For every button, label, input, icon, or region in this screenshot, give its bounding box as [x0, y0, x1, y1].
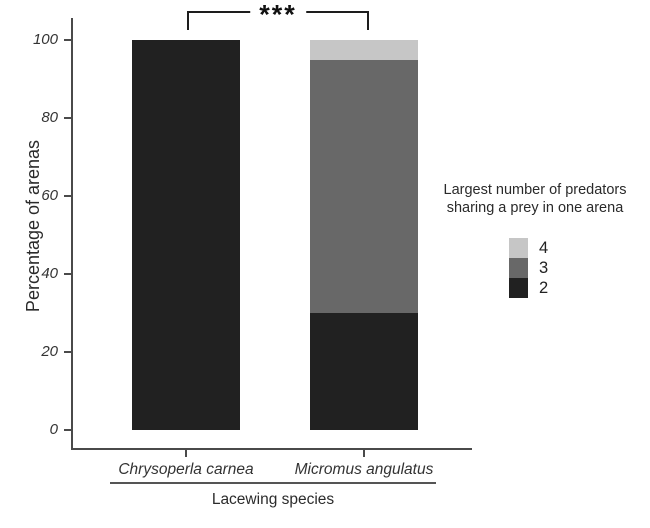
- x-category-label: Chrysoperla carnea: [118, 461, 254, 478]
- legend-entry: 3: [509, 258, 646, 279]
- x-axis-title: Lacewing species: [211, 491, 335, 508]
- y-tick-mark: [64, 39, 72, 41]
- x-category-label: Micromus angulatus: [294, 461, 434, 478]
- x-axis-label-rule: [110, 482, 436, 484]
- bar-1: [132, 40, 240, 430]
- x-axis-line: [71, 448, 472, 450]
- y-tick-mark: [64, 429, 72, 431]
- y-tick-label: 20: [41, 343, 58, 360]
- y-tick-mark: [64, 351, 72, 353]
- legend-title: Largest number of predators sharing a pr…: [443, 182, 627, 217]
- legend-swatch: [509, 278, 528, 299]
- bar-segment-4: [310, 40, 418, 60]
- y-tick-mark: [64, 195, 72, 197]
- bar-segment-3: [310, 59, 418, 313]
- x-tick-mark: [363, 448, 365, 457]
- legend-swatch: [509, 238, 528, 259]
- significance-bracket: ***: [187, 1, 369, 30]
- legend-entry-label: 3: [539, 259, 549, 278]
- bar-segment-2: [310, 313, 418, 430]
- y-axis-title: Percentage of arenas: [23, 139, 43, 313]
- y-tick-label: 100: [32, 31, 58, 48]
- legend-swatch: [509, 258, 528, 279]
- y-tick-label: 80: [41, 109, 58, 126]
- significance-label: ***: [250, 1, 306, 29]
- x-tick-mark: [185, 448, 187, 457]
- y-tick-label: 60: [41, 187, 58, 204]
- y-tick-mark: [64, 273, 72, 275]
- legend-entry-label: 2: [539, 279, 549, 298]
- y-axis-line: [71, 18, 73, 450]
- bar-2: [310, 40, 418, 430]
- legend-entry-label: 4: [539, 239, 549, 258]
- y-tick-label: 40: [41, 265, 58, 282]
- y-tick-mark: [64, 117, 72, 119]
- legend: Largest number of predators sharing a pr…: [424, 181, 646, 299]
- legend-entry: 2: [509, 278, 646, 299]
- legend-entry: 4: [509, 238, 646, 259]
- bar-segment-2: [132, 40, 240, 430]
- y-tick-label: 0: [49, 421, 58, 438]
